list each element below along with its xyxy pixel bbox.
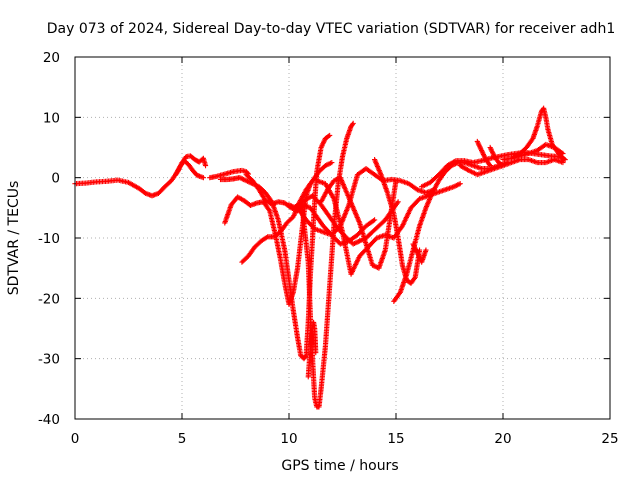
y-axis-label: SDTVAR / TECUs: [6, 181, 22, 296]
series-19: [474, 138, 493, 169]
series-14: [372, 156, 423, 286]
data-point: [499, 162, 505, 168]
data-point: [423, 247, 429, 253]
data-point: [329, 159, 335, 166]
data-point: [202, 163, 209, 169]
data-point: [350, 120, 356, 126]
x-tick-label: 5: [178, 431, 187, 447]
series-20: [487, 144, 506, 169]
data-point: [349, 121, 356, 127]
data-point: [500, 163, 506, 169]
data-point: [457, 181, 463, 187]
data-point: [313, 350, 319, 356]
axis-ticks: 0 5 10 15 20 25 -40 -30 -20 -10 0 10 20: [38, 50, 619, 447]
series-13: [314, 178, 463, 277]
data-point: [372, 217, 378, 223]
series-16: [410, 241, 429, 265]
data-markers: [72, 105, 568, 410]
data-point: [325, 133, 332, 139]
y-tick-label: 20: [43, 50, 60, 66]
series-22: [500, 141, 566, 163]
x-tick-label: 15: [387, 431, 404, 447]
x-tick-label: 20: [494, 431, 511, 447]
y-tick-label: -20: [38, 291, 60, 307]
data-point: [560, 159, 566, 166]
x-tick-label: 25: [601, 431, 618, 447]
series-1: [72, 153, 209, 199]
x-tick-label: 0: [71, 431, 80, 447]
series-12: [318, 175, 399, 271]
data-point: [327, 132, 333, 139]
series-7: [217, 132, 333, 362]
data-point: [200, 175, 206, 181]
y-tick-label: 0: [51, 171, 60, 187]
data-point: [560, 150, 566, 157]
data-point: [393, 178, 399, 184]
data-point: [395, 199, 401, 205]
data-point: [561, 155, 567, 162]
data-point: [487, 163, 493, 169]
x-axis-label: GPS time / hours: [281, 458, 398, 474]
y-tick-label: -30: [38, 352, 60, 368]
series-2: [172, 158, 206, 181]
data-point: [562, 156, 568, 163]
x-tick-label: 10: [280, 431, 297, 447]
chart-title: Day 073 of 2024, Sidereal Day-to-day VTE…: [47, 21, 615, 37]
series-11: [294, 166, 438, 238]
series-9: [305, 319, 319, 380]
y-tick-label: -40: [38, 412, 60, 428]
y-tick-label: 10: [43, 110, 60, 126]
series-18: [457, 156, 566, 178]
y-tick-label: -10: [38, 231, 60, 247]
